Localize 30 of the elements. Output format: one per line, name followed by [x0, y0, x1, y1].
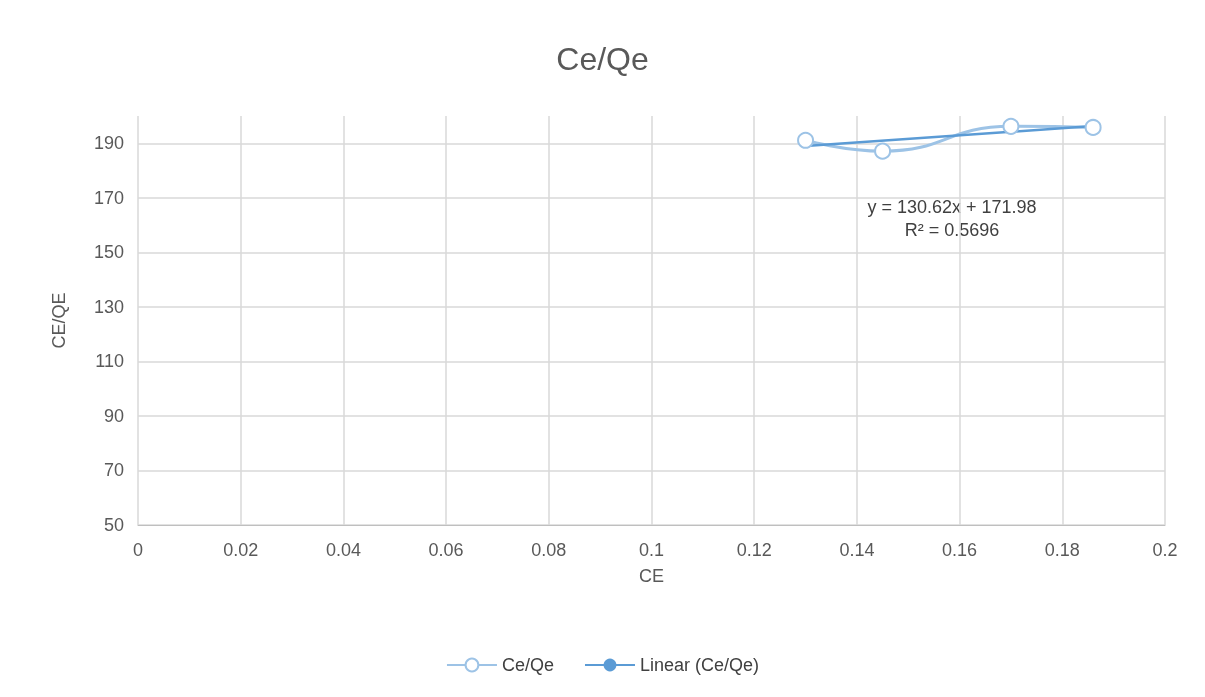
chart-title: Ce/Qe — [556, 41, 649, 77]
y-tick-label: 70 — [103, 460, 124, 481]
y-tick-label: 110 — [95, 351, 124, 372]
y-tick-label: 190 — [93, 133, 124, 154]
x-axis-title: CE — [638, 566, 665, 586]
legend-label: Ce/Qe — [501, 655, 554, 675]
annotation: y = 130.62x + 171.98 — [867, 197, 1037, 217]
annotation: R² = 0.5696 — [904, 220, 1000, 240]
x-tick-label: 0.18 — [1044, 540, 1080, 560]
x-tick-label: 0.2 — [1152, 540, 1178, 560]
y-tick-label: 150 — [93, 242, 124, 263]
x-tick-label: 0.02 — [223, 540, 259, 560]
point — [1002, 117, 1020, 135]
x-tick-label: 0 — [132, 540, 144, 560]
x-tick-label: 0.12 — [736, 540, 772, 560]
x-tick-label: 0.08 — [531, 540, 567, 560]
point — [1084, 118, 1102, 136]
x-tick-label: 0.06 — [428, 540, 464, 560]
x-tick-label: 0.1 — [638, 540, 665, 560]
y-tick-label: 50 — [103, 515, 124, 535]
y-axis-title: CE/QE — [49, 292, 69, 349]
point — [797, 131, 815, 149]
x-tick-label: 0.16 — [942, 540, 978, 560]
y-tick-label: 170 — [93, 187, 124, 208]
x-tick-label: 0.04 — [325, 540, 361, 560]
x-tick-label: 0.14 — [839, 540, 875, 560]
y-tick-label: 130 — [93, 296, 124, 317]
point — [874, 142, 892, 160]
y-tick-label: 90 — [103, 405, 124, 426]
legend-label: Linear (Ce/Qe) — [639, 655, 760, 675]
